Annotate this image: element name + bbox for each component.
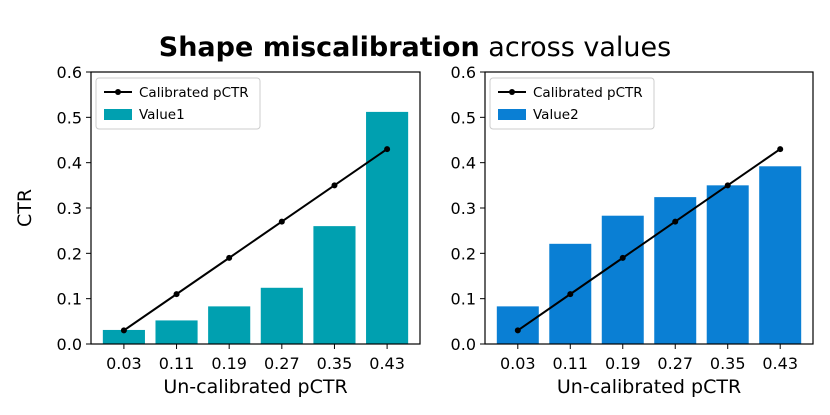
figure-title-bold: Shape miscalibration <box>159 32 480 63</box>
legend-label: Calibrated pCTR <box>533 85 643 101</box>
y-tick-label: 0.2 <box>57 244 82 263</box>
bar-0.19 <box>601 215 644 344</box>
calibrated-point-0.35 <box>331 182 338 189</box>
calibrated-point-0.11 <box>567 291 574 298</box>
y-tick-label: 0.3 <box>57 199 82 218</box>
x-tick-label: 0.35 <box>317 354 353 373</box>
y-tick-label: 0.0 <box>451 335 476 354</box>
bar-0.27 <box>260 287 303 344</box>
y-tick-label: 0.5 <box>57 108 82 127</box>
x-tick-label: 0.19 <box>605 354 641 373</box>
calibrated-point-0.03 <box>514 327 521 334</box>
calibrated-line <box>123 148 388 332</box>
bar-0.03 <box>496 306 539 344</box>
bar-0.19 <box>208 306 251 344</box>
figure-title-rest: across values <box>480 32 672 63</box>
legend-label: Value2 <box>533 107 579 123</box>
calibrated-point-0.35 <box>724 182 731 189</box>
bar-0.03 <box>102 329 145 344</box>
chart-panel-value2: 0.0 0.1 0.2 0.3 0.4 0.5 0.6 0.03 0.11 0.19 0.27 0.3… <box>451 63 814 398</box>
legend: Calibrated pCTR Value1 <box>95 77 261 130</box>
x-tick-label: 0.35 <box>710 354 746 373</box>
y-tick-label: 0.1 <box>451 290 476 309</box>
legend-box <box>489 77 655 130</box>
calibrated-point-0.43 <box>777 146 784 153</box>
x-tick-label: 0.27 <box>264 354 300 373</box>
y-axis-label: CTR <box>14 189 36 227</box>
legend: Calibrated pCTR Value2 <box>489 77 655 130</box>
y-tick-label: 0.1 <box>57 290 82 309</box>
x-tick-label: 0.03 <box>106 354 142 373</box>
y-tick-label: 0.0 <box>57 335 82 354</box>
legend-line-marker <box>115 89 121 95</box>
x-axis-label: Un-calibrated pCTR <box>163 376 347 398</box>
y-tick-label: 0.6 <box>57 63 82 82</box>
y-tick-label: 0.2 <box>451 244 476 263</box>
calibrated-point-0.27 <box>672 218 679 225</box>
bar-0.35 <box>313 226 356 344</box>
bar-0.11 <box>155 320 198 344</box>
x-tick-label: 0.43 <box>369 354 405 373</box>
y-tick-label: 0.6 <box>451 63 476 82</box>
bar-0.35 <box>706 185 749 344</box>
calibrated-point-0.43 <box>384 146 391 153</box>
legend-line-marker <box>509 89 515 95</box>
x-tick-label: 0.03 <box>500 354 536 373</box>
y-tick-label: 0.3 <box>451 199 476 218</box>
calibrated-point-0.19 <box>226 254 233 261</box>
x-axis-label: Un-calibrated pCTR <box>557 376 741 398</box>
legend-bar-swatch <box>498 109 526 120</box>
calibrated-point-0.19 <box>619 254 626 261</box>
chart-panel-value1: 0.0 0.1 0.2 0.3 0.4 0.5 0.6 0.03 0.11 0.19 0.27 0.3… <box>14 63 421 398</box>
x-tick-label: 0.11 <box>159 354 195 373</box>
x-tick-label: 0.19 <box>211 354 247 373</box>
legend-bar-swatch <box>104 109 132 120</box>
calibrated-point-0.03 <box>120 327 127 334</box>
calibrated-point-0.27 <box>278 218 285 225</box>
bar-0.43 <box>759 166 802 344</box>
calibrated-line <box>517 148 781 332</box>
calibrated-point-0.11 <box>173 291 180 298</box>
y-tick-label: 0.5 <box>451 108 476 127</box>
legend-box <box>95 77 261 130</box>
x-tick-label: 0.27 <box>657 354 693 373</box>
y-tick-label: 0.4 <box>451 154 476 173</box>
legend-label: Calibrated pCTR <box>139 85 249 101</box>
y-tick-label: 0.4 <box>57 154 82 173</box>
figure-title: Shape miscalibration across values <box>159 32 671 63</box>
x-tick-label: 0.11 <box>552 354 588 373</box>
legend-label: Value1 <box>139 107 185 123</box>
x-tick-label: 0.43 <box>762 354 798 373</box>
